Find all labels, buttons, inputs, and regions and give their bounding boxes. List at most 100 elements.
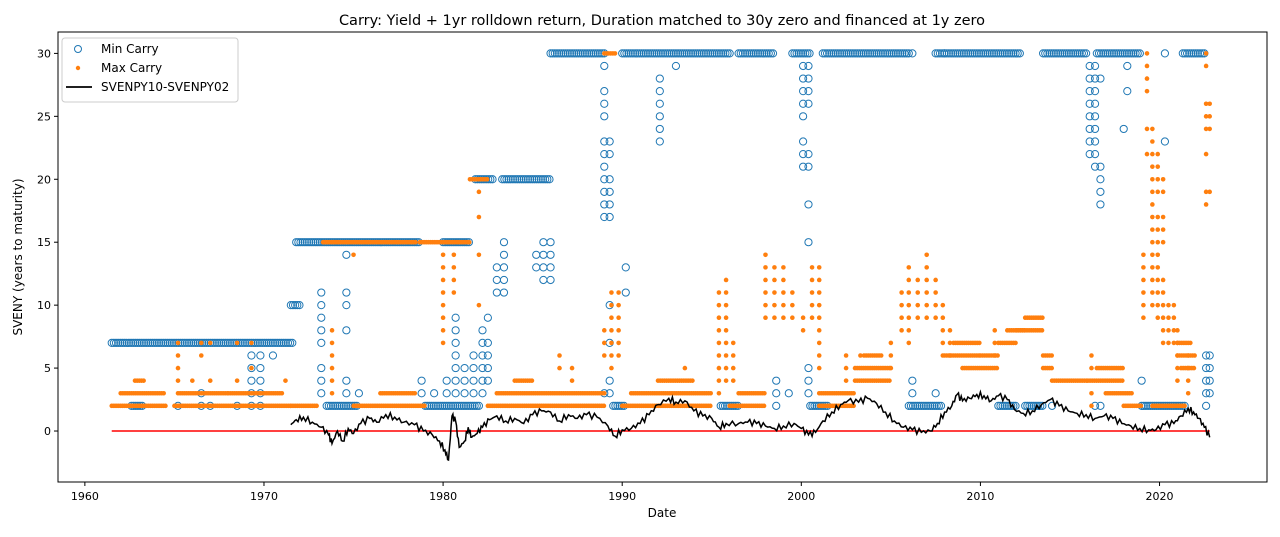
min-carry-point <box>818 49 827 58</box>
min-carry-point <box>1105 49 1114 58</box>
max-carry-point <box>1155 290 1161 295</box>
min-carry-point <box>605 149 614 159</box>
max-carry-point <box>1155 164 1161 169</box>
min-carry-point <box>142 338 151 348</box>
min-carry-point <box>279 338 288 348</box>
min-carry-point <box>896 49 905 58</box>
min-carry-point <box>911 401 920 410</box>
min-carry-point <box>949 49 958 58</box>
max-carry-point <box>413 239 418 245</box>
min-carry-point <box>469 389 478 398</box>
min-carry-point <box>682 49 691 58</box>
min-carry-point <box>528 175 537 184</box>
max-carry-point <box>772 277 777 283</box>
max-carry-point <box>716 365 722 371</box>
max-carry-point <box>234 340 240 346</box>
min-carry-point <box>1056 49 1065 58</box>
min-carry-point <box>570 49 579 58</box>
min-carry-point <box>919 401 928 410</box>
min-carry-point <box>538 175 548 184</box>
min-carry-point <box>998 49 1007 58</box>
min-carry-point <box>499 238 509 247</box>
max-carry-point <box>816 290 822 295</box>
min-carry-point <box>483 351 492 360</box>
min-carry-point <box>983 49 992 58</box>
legend-max-carry-label: Max Carry <box>101 61 162 75</box>
min-carry-point <box>1129 49 1138 58</box>
min-carry-point <box>676 49 685 58</box>
min-carry-point <box>671 49 681 58</box>
min-carry-point <box>111 338 121 348</box>
max-carry-point <box>329 390 335 396</box>
min-carry-point <box>258 338 267 348</box>
min-carry-point <box>430 389 439 398</box>
min-carry-point <box>600 212 609 222</box>
min-carry-point <box>1090 137 1100 146</box>
max-carry-point <box>612 51 618 56</box>
min-carry-point <box>534 175 543 184</box>
max-carry-point <box>1141 302 1146 308</box>
min-carry-point <box>523 175 533 184</box>
max-carry-point <box>329 365 335 371</box>
min-carry-point <box>478 389 487 398</box>
min-carry-point <box>500 175 509 184</box>
min-carry-point <box>684 49 693 58</box>
max-carry-point <box>723 302 729 308</box>
min-carry-point <box>661 49 670 58</box>
min-carry-point <box>691 49 700 58</box>
min-carry-point <box>499 275 509 285</box>
min-carry-point <box>1103 49 1112 58</box>
max-carry-point <box>816 302 822 308</box>
max-carry-point <box>1089 390 1094 396</box>
min-carry-point <box>618 49 627 58</box>
max-carry-point <box>763 302 768 308</box>
max-carry-point <box>924 277 929 283</box>
min-carry-point <box>1096 74 1105 83</box>
max-carry-point <box>601 340 607 346</box>
min-carry-point <box>635 49 644 58</box>
min-carry-point <box>460 376 469 385</box>
min-carry-point <box>517 175 526 184</box>
x-axis: 1960 1970 1980 1990 2000 2010 2020 <box>71 482 1174 503</box>
max-carry-point <box>1203 114 1209 119</box>
max-carry-point <box>878 353 884 358</box>
min-carry-point <box>734 49 743 58</box>
min-carry-point <box>457 401 466 410</box>
min-carry-point <box>576 49 585 58</box>
max-carry-point <box>690 378 695 383</box>
min-carry-point <box>197 338 207 348</box>
min-carry-point <box>1085 124 1094 134</box>
min-carry-point <box>1058 49 1067 58</box>
min-carry-point <box>464 401 473 410</box>
min-carry-point <box>883 49 892 58</box>
min-carry-point <box>1185 49 1194 58</box>
min-carry-point <box>335 401 344 410</box>
min-carry-point <box>893 49 903 58</box>
min-carry-point <box>545 175 554 184</box>
min-carry-point <box>317 326 326 335</box>
min-carry-point <box>772 376 781 385</box>
min-carry-point <box>150 338 159 348</box>
max-carry-point <box>1144 151 1150 157</box>
min-carry-point <box>129 338 138 348</box>
max-carry-point <box>816 277 822 283</box>
max-carry-point <box>781 290 786 295</box>
min-carry-point <box>946 49 956 58</box>
min-carry-point <box>646 49 655 58</box>
max-carry-point <box>716 315 722 321</box>
max-carry-point <box>1150 227 1155 232</box>
min-carry-point <box>281 338 290 348</box>
min-carry-point <box>799 61 808 71</box>
min-carry-point <box>519 175 528 184</box>
min-carry-point <box>928 401 937 410</box>
min-carry-point <box>605 137 614 146</box>
min-carry-point <box>293 301 302 310</box>
max-carry-point <box>1160 290 1166 295</box>
min-carry-point <box>738 49 748 58</box>
max-carry-point <box>601 403 607 409</box>
min-carry-point <box>296 238 305 247</box>
max-carry-point <box>440 315 446 321</box>
min-carry-point <box>255 338 265 348</box>
min-carry-point <box>247 376 256 385</box>
min-carry-point <box>859 49 868 58</box>
